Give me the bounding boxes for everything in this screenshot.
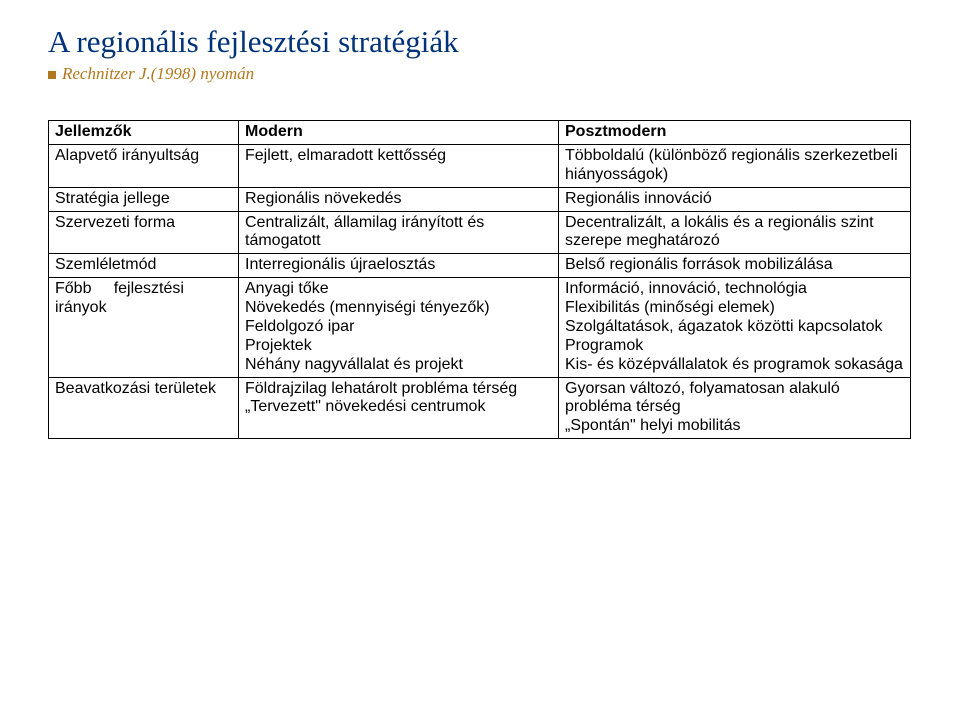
table-cell: Centralizált, államilag irányított és tá… (239, 211, 559, 254)
table-cell: Szemléletmód (49, 254, 239, 278)
header-cell: Modern (239, 121, 559, 145)
table-cell: Stratégia jellege (49, 187, 239, 211)
table-row: Alapvető irányultság Fejlett, elmaradott… (49, 144, 911, 187)
table-header-row: Jellemzők Modern Posztmodern (49, 121, 911, 145)
table-cell: Fejlett, elmaradott kettősség (239, 144, 559, 187)
table-row: Szervezeti forma Centralizált, államilag… (49, 211, 911, 254)
table-row: Beavatkozási területek Földrajzilag leha… (49, 377, 911, 439)
table-cell: Decentralizált, a lokális és a regionáli… (559, 211, 911, 254)
table-cell: Alapvető irányultság (49, 144, 239, 187)
table-row: Főbb fejlesztési irányok Anyagi tőke Növ… (49, 278, 911, 377)
page-subtitle: Rechnitzer J.(1998) nyomán (48, 64, 911, 84)
header-cell: Jellemzők (49, 121, 239, 145)
table-cell: Többoldalú (különböző regionális szerkez… (559, 144, 911, 187)
cell-line: Programok (565, 337, 904, 356)
cell-line: Földrajzilag lehatárolt probléma térség (245, 380, 552, 399)
table-cell: Gyorsan változó, folyamatosan alakuló pr… (559, 377, 911, 439)
table-row: Stratégia jellege Regionális növekedés R… (49, 187, 911, 211)
cell-line: Flexibilitás (minőségi elemek) (565, 299, 904, 318)
table-cell: Beavatkozási területek (49, 377, 239, 439)
cell-line: Projektek (245, 337, 552, 356)
table-cell: Információ, innováció, technológia Flexi… (559, 278, 911, 377)
cell-line: Néhány nagyvállalat és projekt (245, 356, 552, 375)
table-cell: Interregionális újraelosztás (239, 254, 559, 278)
cell-line: Növekedés (mennyiségi tényezők) (245, 299, 552, 318)
cell-line: Kis- és középvállalatok és programok sok… (565, 356, 904, 375)
subtitle-text: Rechnitzer J.(1998) nyomán (62, 64, 254, 83)
cell-text: Főbb fejlesztési irányok (55, 280, 184, 316)
cell-line: „Spontán" helyi mobilitás (565, 417, 904, 436)
cell-line: Feldolgozó ipar (245, 318, 552, 337)
cell-line: „Tervezett" növekedési centrumok (245, 398, 552, 417)
cell-line: Gyorsan változó, folyamatosan alakuló pr… (565, 380, 904, 418)
page-title: A regionális fejlesztési stratégiák (48, 24, 911, 60)
cell-line: Anyagi tőke (245, 280, 552, 299)
cell-line: Szolgáltatások, ágazatok közötti kapcsol… (565, 318, 904, 337)
cell-line: Információ, innováció, technológia (565, 280, 904, 299)
bullet-icon (48, 71, 56, 79)
table-row: Szemléletmód Interregionális újraelosztá… (49, 254, 911, 278)
header-cell: Posztmodern (559, 121, 911, 145)
table-cell: Főbb fejlesztési irányok (49, 278, 239, 377)
table-cell: Belső regionális források mobilizálása (559, 254, 911, 278)
comparison-table: Jellemzők Modern Posztmodern Alapvető ir… (48, 120, 911, 439)
slide-page: A regionális fejlesztési stratégiák Rech… (0, 0, 959, 463)
table-cell: Szervezeti forma (49, 211, 239, 254)
table-cell: Anyagi tőke Növekedés (mennyiségi tényez… (239, 278, 559, 377)
table-cell: Regionális növekedés (239, 187, 559, 211)
table-cell: Földrajzilag lehatárolt probléma térség … (239, 377, 559, 439)
table-cell: Regionális innováció (559, 187, 911, 211)
